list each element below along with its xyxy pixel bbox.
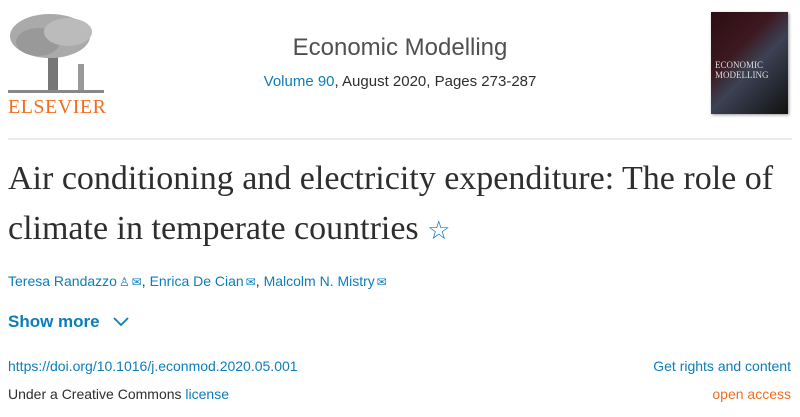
author-list: Teresa Randazzo ♙ ✉, Enrica De Cian ✉, Malc… [8, 273, 387, 289]
person-icon[interactable]: ♙ [118, 275, 130, 289]
divider [8, 138, 792, 140]
tree-logo-icon [8, 14, 104, 93]
envelope-icon[interactable]: ✉ [131, 275, 142, 289]
journal-cover-image[interactable]: ECONOMIC MODELLING [711, 12, 788, 114]
article-title-text: Air conditioning and electricity expendi… [8, 160, 774, 247]
doi-link[interactable]: https://doi.org/10.1016/j.econmod.2020.0… [8, 358, 298, 374]
issue-details: , August 2020, Pages 273-287 [334, 73, 537, 90]
author-link[interactable]: Enrica De Cian [149, 273, 244, 289]
open-access-label: open access [712, 386, 791, 402]
envelope-icon[interactable]: ✉ [376, 275, 387, 289]
envelope-icon[interactable]: ✉ [245, 275, 256, 289]
star-outline-icon[interactable]: ☆ [427, 216, 451, 245]
elsevier-logo[interactable] [8, 12, 104, 120]
license-link[interactable]: license [185, 386, 229, 402]
issue-info: Volume 90, August 2020, Pages 273-287 [0, 73, 800, 90]
volume-link[interactable]: Volume 90 [263, 73, 335, 90]
article-title: Air conditioning and electricity expendi… [8, 154, 798, 256]
journal-title-link[interactable]: Economic Modelling [292, 34, 508, 61]
show-more-button[interactable]: Show more [8, 312, 130, 332]
chevron-down-icon [113, 317, 129, 327]
elsevier-wordmark: ELSEVIER [8, 96, 107, 118]
cover-title: ECONOMIC MODELLING [715, 60, 769, 80]
author-link[interactable]: Teresa Randazzo [8, 273, 117, 289]
get-rights-link[interactable]: Get rights and content [653, 358, 791, 374]
author-link[interactable]: Malcolm N. Mistry [263, 273, 375, 289]
show-more-label: Show more [8, 312, 100, 331]
license-info: Under a Creative Commons license [8, 386, 229, 402]
license-prefix: Under a Creative Commons [8, 386, 186, 402]
